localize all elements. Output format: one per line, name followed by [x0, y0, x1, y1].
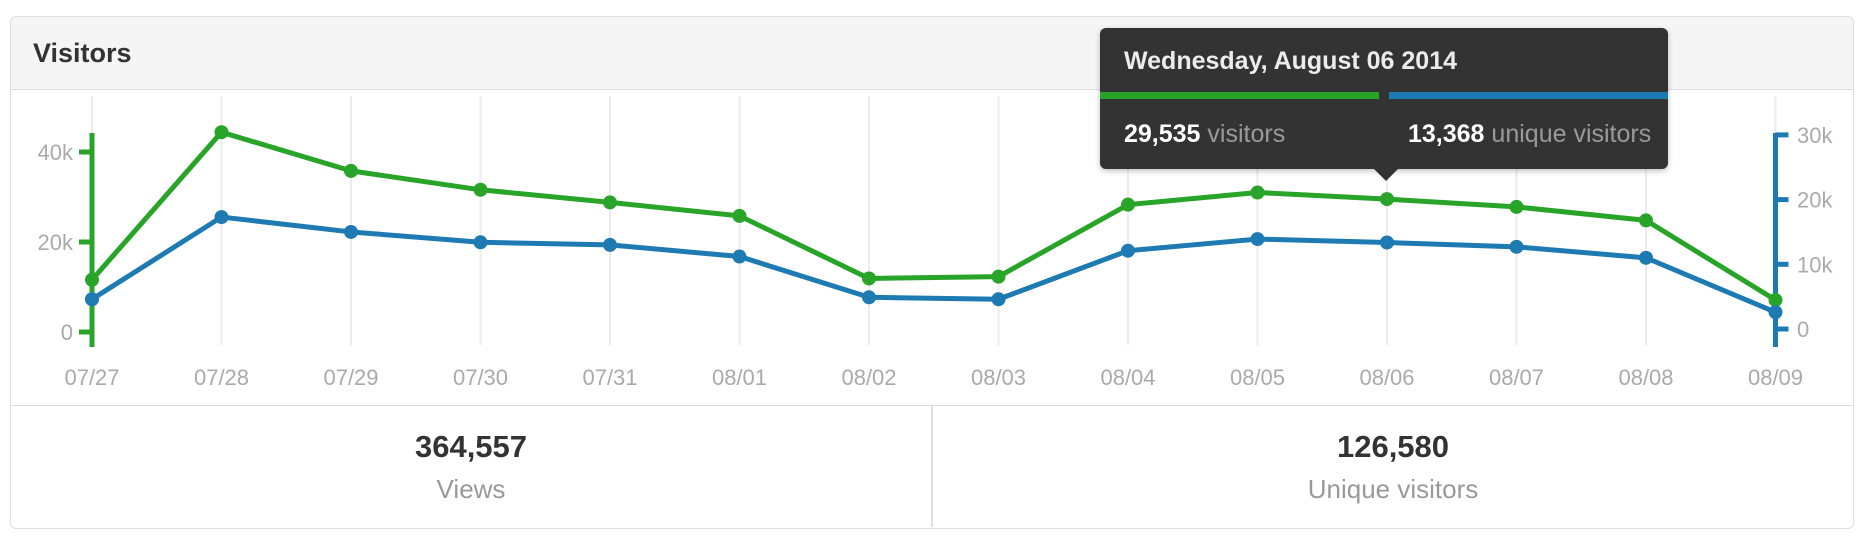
x-axis-label: 07/28: [194, 365, 249, 390]
x-axis-label: 08/05: [1230, 365, 1285, 390]
x-axis-label: 08/09: [1748, 365, 1803, 390]
data-point-visitors[interactable]: [1639, 213, 1653, 228]
data-point-unique-visitors[interactable]: [1509, 239, 1524, 254]
data-point-visitors[interactable]: [214, 125, 229, 140]
panel-title: Visitors: [33, 37, 132, 68]
data-point-visitors[interactable]: [1250, 185, 1265, 200]
x-axis-label: 07/31: [582, 365, 637, 390]
x-axis-label: 07/27: [64, 365, 119, 390]
data-point-visitors[interactable]: [1768, 293, 1783, 308]
summary-unique-cell: 126,580 Unique visitors: [933, 406, 1853, 527]
tooltip: Wednesday, August 06 2014 29,535 visitor…: [1100, 28, 1668, 181]
summary-row: 364,557 Views 126,580 Unique visitors: [11, 405, 1853, 527]
data-point-visitors[interactable]: [1380, 192, 1394, 207]
data-point-unique-visitors[interactable]: [1380, 235, 1394, 250]
x-axis-label: 08/07: [1489, 365, 1544, 390]
tooltip-color-bar-unique: [1389, 92, 1668, 99]
right-axis-tick-label: 20k: [1797, 188, 1833, 213]
x-axis-label: 08/02: [841, 365, 896, 390]
tooltip-arrow: [1373, 168, 1399, 181]
right-axis-tick-label: 0: [1797, 317, 1809, 342]
tooltip-unique-cell: 13,368 unique visitors: [1384, 120, 1668, 149]
data-point-unique-visitors[interactable]: [1639, 250, 1653, 265]
data-point-unique-visitors[interactable]: [732, 249, 747, 264]
summary-views-cell: 364,557 Views: [11, 406, 933, 527]
x-axis-label: 08/06: [1359, 365, 1414, 390]
data-point-visitors[interactable]: [862, 271, 876, 286]
data-point-visitors[interactable]: [344, 163, 358, 178]
x-axis-label: 07/30: [453, 365, 508, 390]
unique-visitors-value: 126,580: [1336, 428, 1450, 464]
tooltip-visitors-cell: 29,535 visitors: [1100, 120, 1384, 149]
left-axis-tick-label: 20k: [38, 230, 74, 255]
data-point-unique-visitors[interactable]: [473, 235, 488, 250]
series-line-unique-visitors: [89, 214, 1778, 315]
data-point-visitors[interactable]: [991, 269, 1006, 284]
data-point-unique-visitors[interactable]: [1121, 243, 1135, 258]
data-point-unique-visitors[interactable]: [1250, 232, 1265, 247]
tooltip-unique-label: unique visitors: [1491, 119, 1652, 148]
data-point-unique-visitors[interactable]: [1768, 305, 1783, 320]
data-point-unique-visitors[interactable]: [603, 237, 617, 252]
tooltip-color-bar-visitors: [1100, 92, 1379, 99]
tooltip-color-bars: [1100, 92, 1668, 99]
tooltip-visitors-value: 29,535: [1124, 119, 1201, 148]
x-axis-label: 08/03: [971, 365, 1026, 390]
left-axis-tick-label: 0: [61, 320, 73, 345]
data-point-visitors[interactable]: [473, 182, 488, 197]
right-axis-tick-label: 30k: [1797, 123, 1833, 148]
views-label: Views: [436, 473, 506, 504]
x-axis-label: 08/08: [1618, 365, 1673, 390]
data-point-visitors[interactable]: [1509, 199, 1524, 214]
tooltip-visitors-label: visitors: [1207, 119, 1286, 148]
right-axis-tick-label: 10k: [1797, 252, 1833, 277]
left-axis-tick-label: 40k: [38, 140, 74, 165]
data-point-unique-visitors[interactable]: [344, 224, 358, 239]
x-axis-label: 07/29: [323, 365, 378, 390]
tooltip-date: Wednesday, August 06 2014: [1124, 47, 1457, 75]
x-axis-label: 08/04: [1100, 365, 1155, 390]
data-point-visitors[interactable]: [603, 195, 617, 210]
data-point-unique-visitors[interactable]: [991, 292, 1006, 307]
data-point-unique-visitors[interactable]: [214, 210, 229, 225]
tooltip-unique-value: 13,368: [1408, 119, 1485, 148]
data-point-unique-visitors[interactable]: [85, 292, 99, 307]
data-point-unique-visitors[interactable]: [862, 290, 876, 305]
data-point-visitors[interactable]: [732, 208, 747, 223]
tooltip-body: 29,535 visitors 13,368 unique visitors: [1100, 99, 1668, 169]
views-value: 364,557: [414, 428, 528, 464]
data-point-visitors[interactable]: [1121, 197, 1135, 212]
unique-visitors-label: Unique visitors: [1307, 473, 1479, 504]
data-point-visitors[interactable]: [85, 272, 99, 287]
series-line-visitors: [89, 129, 1778, 303]
x-axis-label: 08/01: [712, 365, 767, 390]
